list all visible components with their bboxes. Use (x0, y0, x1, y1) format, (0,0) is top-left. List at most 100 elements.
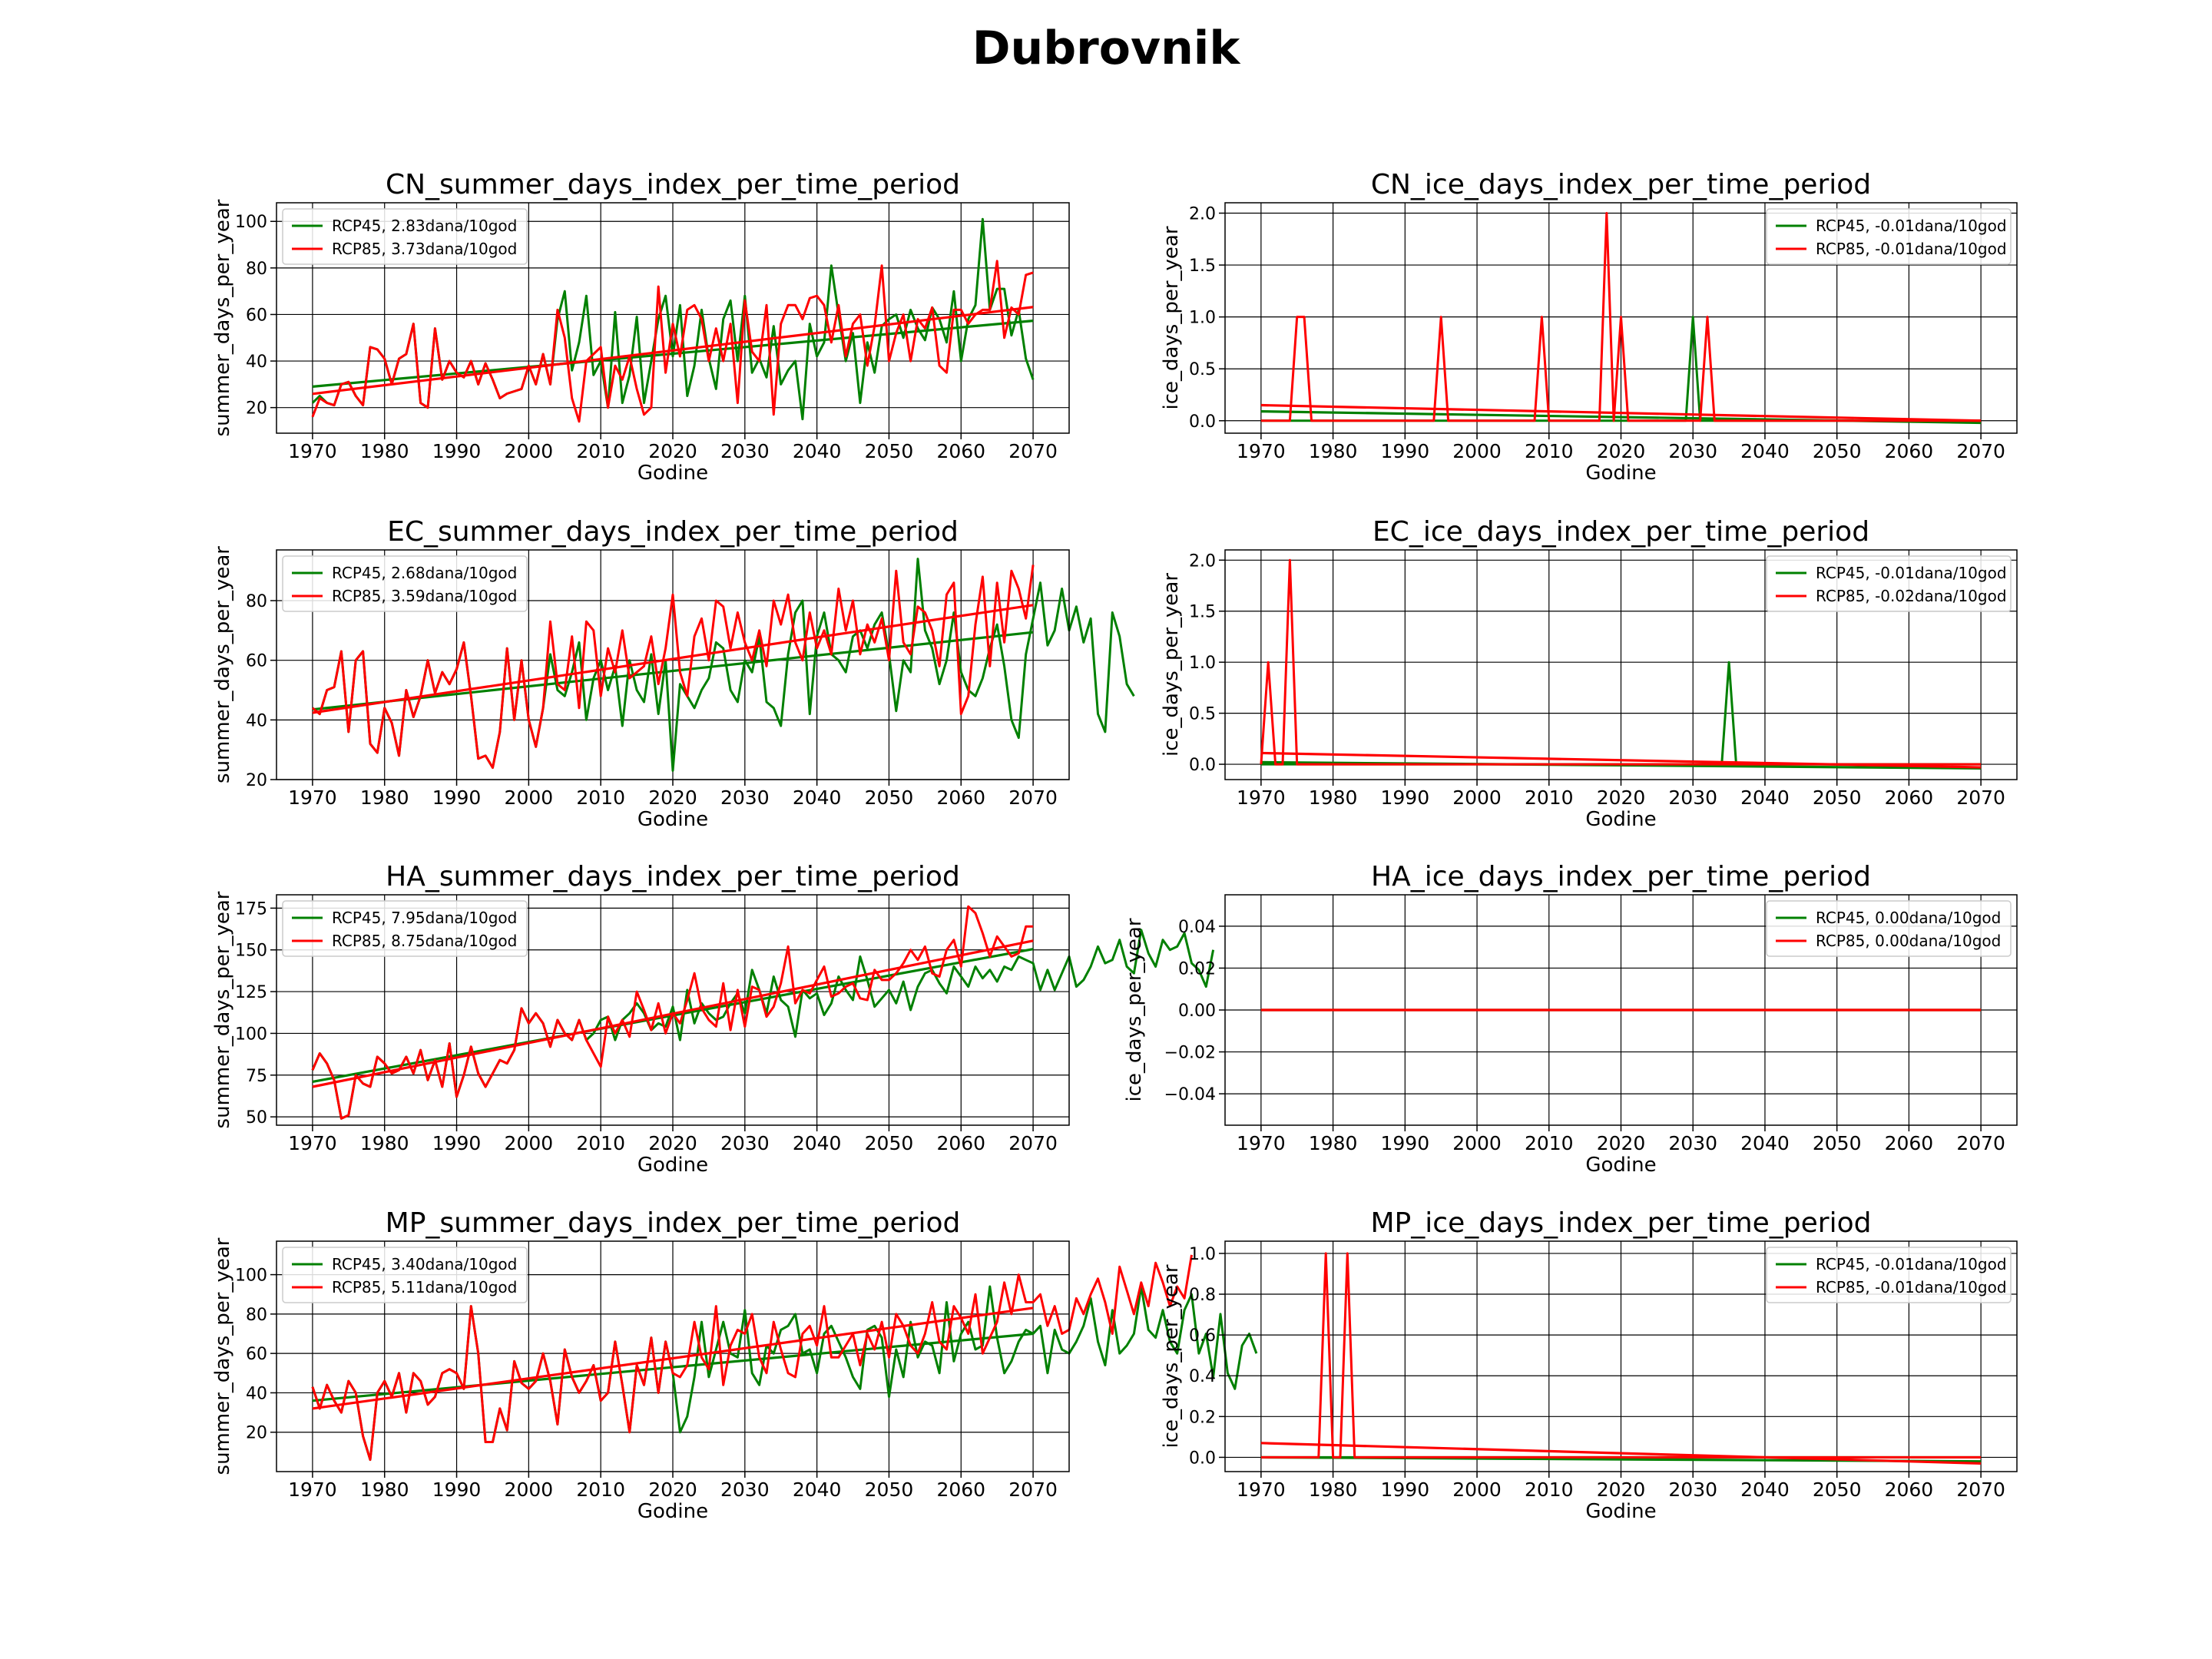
y-tick-label: 1.0 (1189, 309, 1216, 328)
x-tick-label: 1990 (432, 440, 482, 462)
y-tick-label: 0.6 (1189, 1326, 1216, 1346)
x-tick-label: 2070 (1956, 786, 2005, 809)
legend-label: RCP85, 3.73dana/10god (332, 240, 517, 258)
x-tick-label: 2070 (1008, 786, 1058, 809)
x-tick-label: 2020 (1597, 1132, 1646, 1154)
y-tick-label: 60 (246, 306, 267, 325)
y-axis-label: ice_days_per_year (1160, 226, 1183, 409)
legend: RCP45, 2.83dana/10god RCP85, 3.73dana/10g… (282, 208, 528, 265)
y-tick-label: −0.04 (1164, 1085, 1216, 1104)
y-tick-label: 80 (246, 592, 267, 611)
y-tick-label: 150 (235, 942, 267, 961)
x-tick-label: 1980 (1309, 786, 1358, 809)
x-tick-label: 2040 (793, 786, 842, 809)
x-tick-label: 2000 (1452, 1479, 1502, 1501)
x-tick-label: 2030 (1668, 1479, 1717, 1501)
x-tick-label: 1980 (360, 1479, 409, 1501)
x-tick-label: 2030 (1668, 1132, 1717, 1154)
y-tick-label: 80 (246, 260, 267, 279)
x-tick-label: 1970 (1237, 1132, 1286, 1154)
x-tick-label: 1970 (1237, 440, 1286, 462)
x-tick-label: 2030 (720, 1479, 770, 1501)
y-axis-label: ice_days_per_year (1160, 1264, 1183, 1448)
figure-title: Dubrovnik (972, 22, 1240, 75)
x-tick-label: 2060 (1885, 786, 1934, 809)
y-tick-label: 2.0 (1189, 551, 1216, 571)
series-line-rcp85 (311, 565, 1035, 769)
x-tick-label: 1970 (1237, 1479, 1286, 1501)
x-tick-label: 1990 (432, 1132, 482, 1154)
legend-label: RCP45, 2.68dana/10god (332, 564, 517, 582)
trend-line-rcp45 (312, 1332, 1034, 1402)
x-tick-label: 2000 (505, 1132, 554, 1154)
x-tick-label: 2040 (793, 440, 842, 462)
chart-title: CN_summer_days_index_per_time_period (386, 169, 960, 200)
x-tick-label: 2010 (576, 440, 625, 462)
y-tick-label: 50 (246, 1108, 267, 1128)
x-tick-label: 2020 (1597, 786, 1646, 809)
x-tick-label: 2050 (865, 1132, 914, 1154)
x-tick-label: 1990 (1381, 786, 1430, 809)
legend-box (282, 1247, 528, 1303)
y-tick-label: 40 (246, 711, 267, 730)
x-tick-label: 2060 (1885, 440, 1934, 462)
x-tick-label: 2040 (1740, 440, 1790, 462)
y-tick-label: 80 (246, 1306, 267, 1325)
chart-title: HA_summer_days_index_per_time_period (386, 861, 960, 892)
x-tick-label: 2020 (648, 440, 697, 462)
y-tick-label: 100 (235, 1025, 267, 1044)
x-tick-label: 2040 (1740, 786, 1790, 809)
x-tick-label: 2030 (1668, 786, 1717, 809)
x-tick-label: 2010 (576, 786, 625, 809)
x-tick-label: 2020 (648, 1132, 697, 1154)
legend-box (282, 555, 528, 612)
y-tick-label: 1.0 (1189, 654, 1216, 673)
chart-EC_ice: 1970 1980 1990 2000 2010 2020 2030 2040 2050 2060… (1160, 516, 2018, 831)
trend-line-rcp85 (312, 306, 1034, 396)
legend: RCP45, -0.01dana/10god RCP85, -0.01dana/1… (1766, 1247, 2012, 1303)
trend-line-rcp85 (1260, 751, 1982, 769)
y-tick-label: 0.5 (1189, 705, 1216, 724)
x-tick-label: 2000 (505, 786, 554, 809)
legend: RCP45, 2.68dana/10god RCP85, 3.59dana/10g… (282, 555, 528, 612)
legend: RCP45, 0.00dana/10god RCP85, 0.00dana/10g… (1766, 900, 2012, 957)
x-tick-label: 1970 (1237, 786, 1286, 809)
y-tick-label: 175 (235, 899, 267, 919)
y-axis-label: summer_days_per_year (211, 891, 234, 1128)
x-axis-label: Godine (1585, 808, 1656, 831)
series-line-rcp85 (1260, 1252, 1982, 1459)
x-tick-label: 2020 (648, 786, 697, 809)
legend: RCP45, -0.01dana/10god RCP85, -0.01dana/1… (1766, 208, 2012, 265)
x-tick-label: 1990 (1381, 1132, 1430, 1154)
y-tick-label: 0.0 (1189, 756, 1216, 775)
legend-box (282, 900, 528, 957)
chart-HA_ice: 1970 1980 1990 2000 2010 2020 2030 2040 2050 2060… (1123, 861, 2018, 1177)
x-tick-label: 2040 (1740, 1479, 1790, 1501)
x-tick-label: 2070 (1008, 440, 1058, 462)
y-tick-label: 125 (235, 983, 267, 1002)
y-tick-label: 0.0 (1189, 412, 1216, 432)
x-axis-label: Godine (1585, 1154, 1656, 1177)
chart-title: CN_ice_days_index_per_time_period (1371, 169, 1871, 200)
x-tick-label: 2070 (1956, 1479, 2005, 1501)
x-tick-label: 2070 (1956, 440, 2005, 462)
x-tick-label: 2040 (793, 1479, 842, 1501)
y-tick-label: 0.0 (1189, 1449, 1216, 1468)
x-tick-label: 2010 (576, 1132, 625, 1154)
y-tick-label: −0.02 (1164, 1044, 1216, 1063)
x-tick-label: 2000 (1452, 1132, 1502, 1154)
x-tick-label: 2050 (1813, 1479, 1862, 1501)
x-tick-label: 1970 (288, 1479, 337, 1501)
x-tick-label: 2030 (720, 786, 770, 809)
legend-label: RCP45, 3.40dana/10god (332, 1255, 517, 1273)
x-tick-label: 2060 (936, 786, 985, 809)
x-tick-label: 2040 (793, 1132, 842, 1154)
x-tick-label: 2010 (1525, 440, 1574, 462)
chart-MP_summer: 1970 1980 1990 2000 2010 2020 2030 2040 2050 2060… (211, 1207, 1258, 1523)
series-line-rcp45 (311, 929, 1215, 1120)
x-tick-label: 2000 (505, 1479, 554, 1501)
legend-box (282, 208, 528, 265)
legend-label: RCP45, -0.01dana/10god (1816, 217, 2007, 235)
legend-label: RCP85, 3.59dana/10god (332, 587, 517, 605)
x-tick-label: 1980 (1309, 1479, 1358, 1501)
